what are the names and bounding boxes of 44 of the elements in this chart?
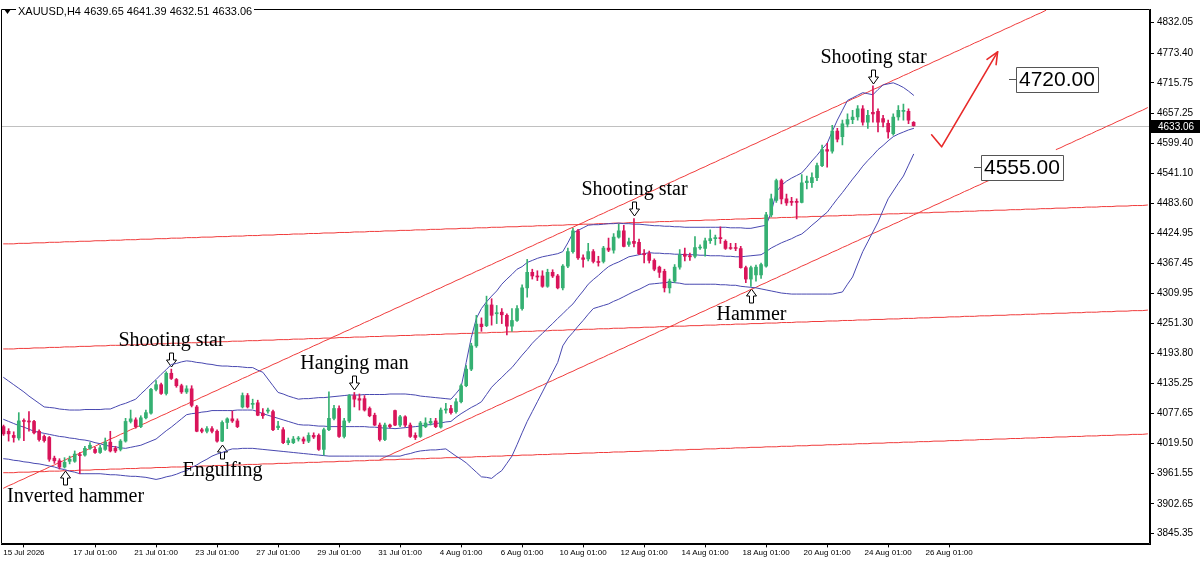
y-tick-label: 3902.65 xyxy=(1157,497,1194,509)
x-tick-label: 4 Aug 01:00 xyxy=(439,548,484,558)
x-tick-label: 24 Aug 01:00 xyxy=(864,548,913,558)
y-tick-label: 4715.75 xyxy=(1157,76,1194,88)
y-tick-label: 4077.65 xyxy=(1157,407,1194,419)
x-tick-label: 6 Aug 01:00 xyxy=(500,548,545,558)
y-tick-label: 4424.95 xyxy=(1157,227,1194,239)
y-tick-label: 3845.35 xyxy=(1157,527,1194,539)
x-tick-label: 21 Jul 01:00 xyxy=(134,548,179,558)
chart-title: XAUUSD,H4 4639.65 4641.39 4632.51 4633.06 xyxy=(16,5,255,18)
y-tick-label: 4251.30 xyxy=(1157,317,1194,329)
x-tick-label: 31 Jul 01:00 xyxy=(378,548,423,558)
y-tick-label: 4832.05 xyxy=(1157,16,1194,28)
y-tick-label: 4657.25 xyxy=(1157,107,1194,118)
x-tick-label: 27 Jul 01:00 xyxy=(256,548,301,558)
x-tick-label: 14 Aug 01:00 xyxy=(681,548,730,558)
y-tick-label: 3961.55 xyxy=(1157,467,1194,479)
annotation: Hanging man xyxy=(300,351,409,375)
y-tick-label: 4135.25 xyxy=(1157,377,1194,389)
y-tick-label: 4019.50 xyxy=(1157,437,1194,449)
annotation: Shooting star xyxy=(820,45,927,69)
x-tick-label: 20 Aug 01:00 xyxy=(803,548,852,558)
x-tick-label: 29 Jul 01:00 xyxy=(317,548,362,558)
y-tick-label: 4541.10 xyxy=(1157,167,1194,179)
y-tick-label: 4309.95 xyxy=(1157,286,1194,298)
y-tick-label: 4193.80 xyxy=(1157,346,1194,358)
x-tick-label: 12 Aug 01:00 xyxy=(620,548,669,558)
ref-line-label: 4633.06 xyxy=(1158,120,1195,132)
y-tick-label: 4599.40 xyxy=(1157,136,1194,148)
x-tick-label: 15 Jul 2026 xyxy=(3,548,46,558)
y-tick-label: 4367.45 xyxy=(1157,257,1194,269)
annotation: 4720.00 xyxy=(1019,67,1095,91)
x-tick-label: 26 Aug 01:00 xyxy=(925,548,974,558)
x-tick-label: 23 Jul 01:00 xyxy=(195,548,240,558)
x-tick-label: 18 Aug 01:00 xyxy=(742,548,791,558)
annotation: 4555.00 xyxy=(984,155,1060,179)
x-tick-label: 17 Jul 01:00 xyxy=(73,548,118,558)
annotation: Inverted hammer xyxy=(6,484,145,507)
annotation: Engulfing xyxy=(182,458,263,482)
annotation: Hammer xyxy=(716,302,787,325)
x-tick-label: 10 Aug 01:00 xyxy=(559,548,608,558)
annotation: Shooting star xyxy=(581,177,688,201)
y-tick-label: 4483.60 xyxy=(1157,196,1194,208)
y-tick-label: 4773.40 xyxy=(1157,46,1194,58)
